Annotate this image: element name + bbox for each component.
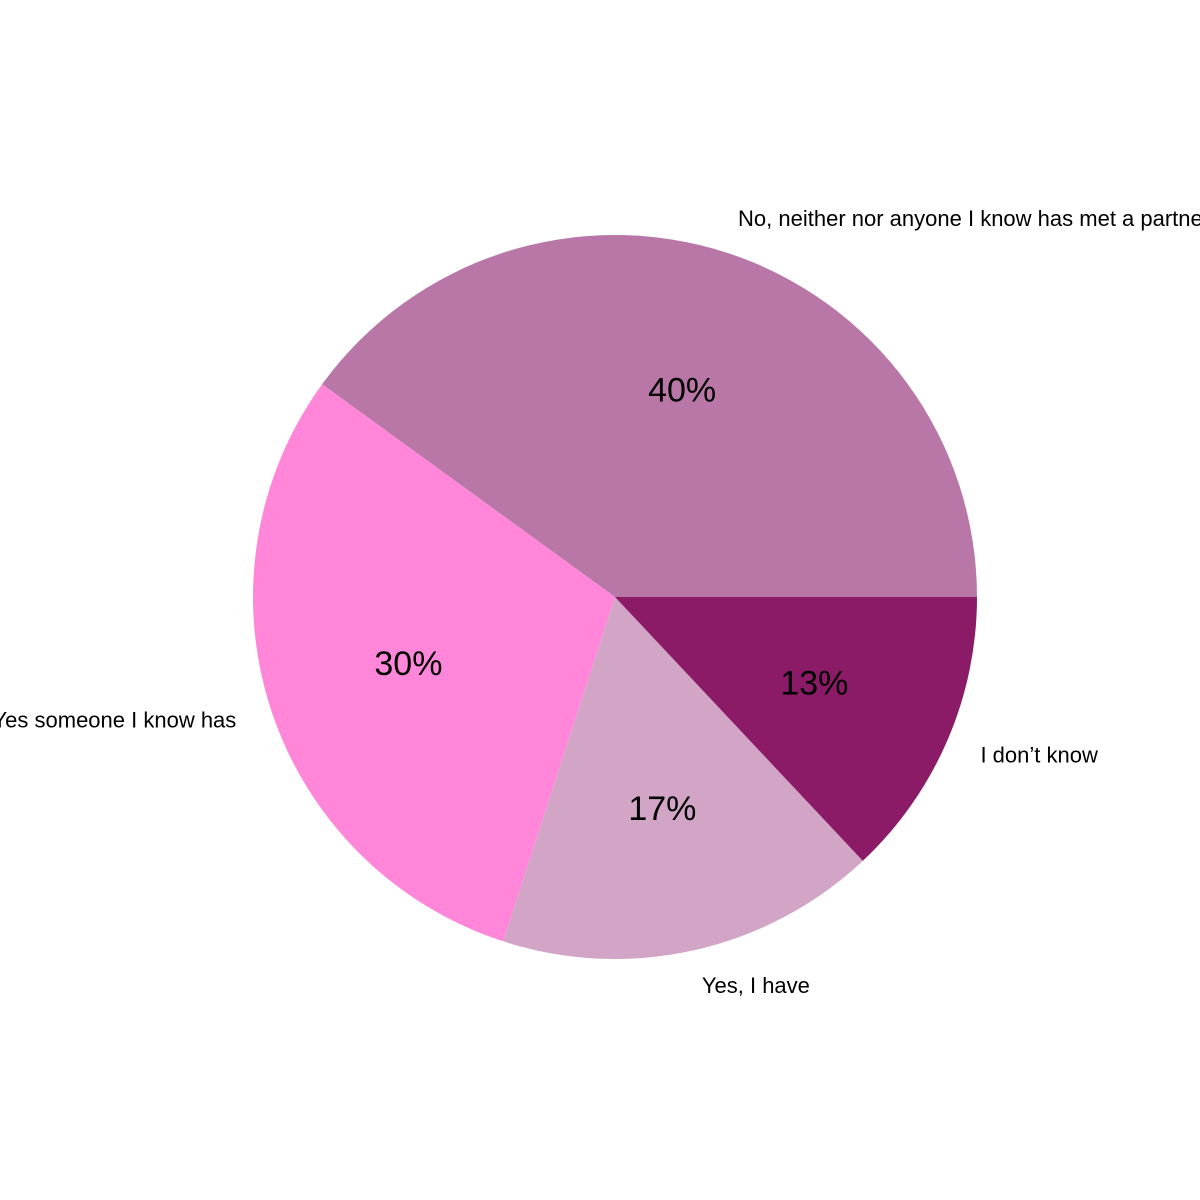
pie-slice: [615, 597, 977, 861]
category-labels: No, neither nor anyone I know has met a …: [0, 206, 1200, 998]
slice-category-label: I don’t know: [980, 743, 1098, 768]
slice-category-label: Yes, I have: [702, 973, 810, 998]
pie-slice: [253, 384, 615, 942]
slice-percent-label: 40%: [648, 371, 716, 409]
slice-percent-label: 17%: [628, 790, 696, 828]
slice-category-label: No, neither nor anyone I know has met a …: [738, 206, 1200, 231]
slice-percent-label: 30%: [374, 645, 442, 683]
slice-category-label: Yes someone I know has: [0, 708, 236, 733]
slice-percent-label: 13%: [780, 664, 848, 702]
pie-slices: [253, 235, 977, 959]
pie-slice: [322, 235, 977, 597]
pie-slice: [503, 597, 863, 959]
percent-labels: 40% 30% 17% 13%: [374, 371, 848, 828]
